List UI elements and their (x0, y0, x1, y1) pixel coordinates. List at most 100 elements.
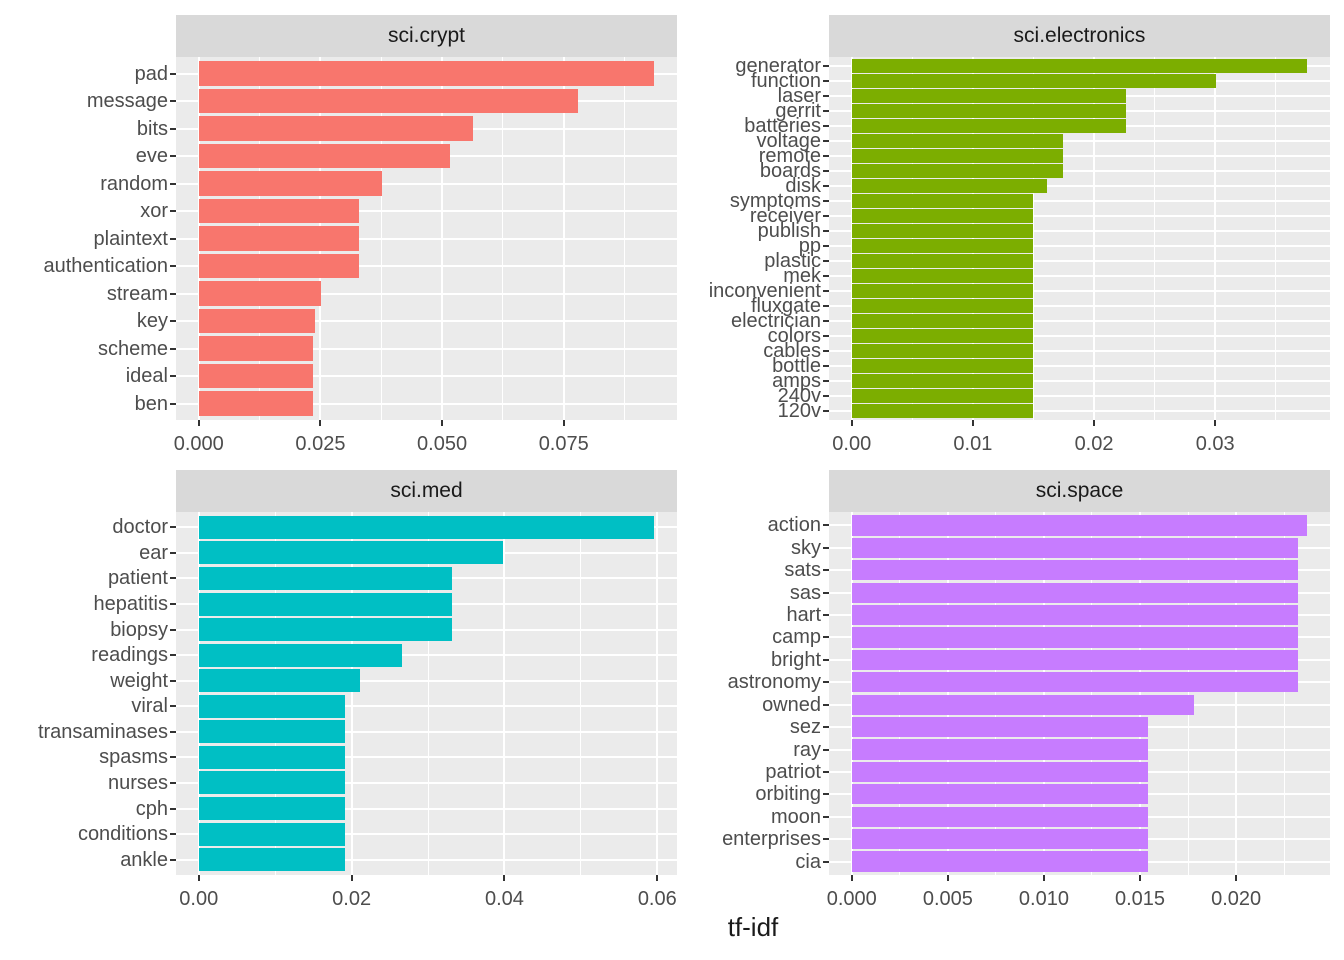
y-axis-label-function: function (750, 70, 821, 92)
bar-boards (851, 164, 1063, 178)
x-tick-label: 0.00 (832, 433, 872, 455)
bar-gerrit (851, 104, 1126, 118)
y-axis-label-owned: owned (762, 693, 821, 716)
y-tick-mark (823, 658, 829, 661)
y-tick-mark (170, 730, 176, 733)
y-axis-label-cph: cph (135, 797, 168, 820)
bar-publish (851, 224, 1034, 238)
gridline-major-y (176, 292, 677, 295)
y-tick-mark (170, 182, 176, 185)
y-tick-mark (823, 395, 829, 397)
y-axis-label-inconvenient: inconvenient (708, 280, 821, 302)
y-axis-label-electrician: electrician (730, 310, 821, 332)
y-axis-label-pp: pp (798, 235, 821, 257)
bar-hepatitis (198, 592, 452, 616)
gridline-major-x (197, 512, 200, 875)
gridline-major-x (946, 512, 949, 875)
y-tick-mark (170, 577, 176, 580)
y-tick-mark (170, 807, 176, 810)
x-tick-label: 0.020 (1211, 888, 1262, 910)
y-axis-label-sez: sez (789, 716, 821, 739)
facet-strip-sci-med: sci.med (176, 470, 677, 512)
y-axis-label-moon: moon (770, 805, 821, 828)
y-axis-label-plastic: plastic (764, 250, 821, 272)
y-tick-mark (823, 726, 829, 729)
bar-eve (198, 143, 451, 169)
gridline-minor-x (1275, 57, 1277, 420)
y-tick-mark (823, 860, 829, 863)
y-tick-mark (170, 320, 176, 322)
bar-ben (198, 391, 313, 416)
y-tick-mark (823, 215, 829, 217)
x-tick-mark (503, 875, 506, 881)
y-axis-label-biopsy: biopsy (110, 618, 168, 641)
x-tick-label: 0.015 (1115, 888, 1166, 910)
y-tick-mark (170, 347, 176, 350)
y-tick-mark (170, 210, 176, 212)
bar-generator (851, 59, 1308, 73)
y-axis-label-cia: cia (795, 850, 821, 873)
y-axis-label-message: message (86, 90, 168, 112)
y-tick-mark (823, 65, 829, 67)
gridline-major-x (1235, 512, 1238, 875)
bar-stream (198, 281, 321, 306)
y-tick-mark (823, 200, 829, 202)
bar-sez (851, 717, 1148, 738)
y-axis-label-symptoms: symptoms (729, 190, 821, 212)
gridline-minor-x (1187, 512, 1189, 875)
y-axis-label-doctor: doctor (112, 516, 168, 539)
bar-scheme (198, 336, 313, 361)
y-axis-label-orbiting: orbiting (755, 783, 821, 806)
y-axis-label-cables: cables (763, 340, 821, 362)
x-tick-label: 0.02 (332, 888, 372, 910)
bar-fluxgate (851, 299, 1034, 313)
bar-camp (851, 627, 1298, 648)
bar-cables (851, 344, 1034, 358)
x-tick-label: 0.00 (179, 888, 219, 910)
y-axis-label-ben: ben (134, 392, 168, 415)
x-tick-label: 0.010 (1018, 888, 1069, 910)
x-tick-mark (971, 420, 974, 426)
y-tick-mark (823, 793, 829, 796)
bar-patient (198, 566, 452, 590)
y-tick-mark (823, 703, 829, 706)
y-axis-label-generator: generator (735, 55, 821, 77)
y-axis-label-batteries: batteries (744, 115, 821, 137)
x-tick-label: 0.01 (953, 433, 993, 455)
gridline-major-y (176, 237, 677, 240)
y-axis-label-eve: eve (135, 145, 168, 167)
x-tick-mark (197, 420, 200, 426)
y-tick-mark (170, 155, 176, 157)
bar-plaintext (198, 226, 360, 251)
bar-action (851, 515, 1308, 536)
y-axis-label-240v: 240v (777, 385, 821, 407)
gridline-major-y (176, 781, 677, 784)
y-axis-label-pad: pad (134, 62, 168, 85)
gridline-minor-x (580, 512, 582, 875)
y-axis-label-ear: ear (139, 541, 168, 564)
bar-voltage (851, 134, 1063, 148)
gridline-major-y (829, 245, 1330, 247)
y-axis-label-key: key (136, 310, 168, 332)
gridline-major-x (1214, 57, 1217, 420)
y-tick-mark (823, 230, 829, 232)
y-tick-mark (170, 858, 176, 861)
x-tick-label: 0.03 (1195, 433, 1235, 455)
y-tick-mark (823, 569, 829, 572)
y-tick-mark (823, 290, 829, 292)
x-tick-mark (850, 420, 853, 426)
bar-disk (851, 179, 1047, 193)
y-axis-label-ray: ray (793, 738, 821, 761)
y-axis-label-ideal: ideal (125, 365, 168, 387)
y-axis-label-sas: sas (789, 581, 821, 604)
x-tick-mark (1093, 420, 1096, 426)
y-tick-mark (170, 833, 176, 836)
x-tick-label: 0.04 (484, 888, 524, 910)
x-tick-mark (319, 420, 322, 426)
bar-mek (851, 269, 1034, 283)
bar-cia (851, 851, 1148, 872)
bar-inconvenient (851, 284, 1034, 298)
x-tick-mark (1042, 875, 1045, 881)
bar-bottle (851, 359, 1034, 373)
